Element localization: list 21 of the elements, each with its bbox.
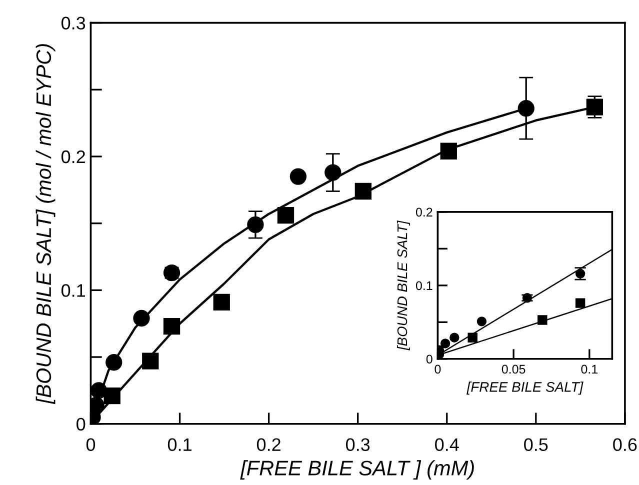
x-axis-title: [FREE BILE SALT ] (mM) xyxy=(240,460,474,480)
x-tick-label: 0.05 xyxy=(502,364,526,374)
x-tick-label: 0 xyxy=(434,364,441,374)
x-tick-label: 0.3 xyxy=(346,438,370,452)
x-tick-label: 0.5 xyxy=(524,438,548,452)
x-axis-title: [FREE BILE SALT] xyxy=(466,382,584,395)
y-tick-label: 0.2 xyxy=(416,208,432,217)
y-axis-title: [BOUND BILE SALT] xyxy=(396,220,410,350)
y-tick-label: 0.1 xyxy=(416,281,432,290)
y-tick-label: 0 xyxy=(76,418,86,431)
x-tick-label: 0 xyxy=(86,438,96,452)
y-tick-label: 0.2 xyxy=(61,150,85,164)
y-tick-label: 0 xyxy=(426,354,432,364)
y-axis-title: [BOUND BILE SALT] (mol / mol EYPC) xyxy=(36,44,56,404)
x-tick-label: 0.4 xyxy=(435,438,459,452)
y-tick-label: 0.3 xyxy=(61,16,86,30)
x-tick-label: 0.1 xyxy=(168,438,192,452)
x-tick-label: 0.2 xyxy=(256,438,280,452)
x-tick-label: 0.6 xyxy=(613,438,637,452)
y-tick-label: 0.1 xyxy=(61,284,85,297)
x-tick-label: 0.1 xyxy=(581,364,598,374)
